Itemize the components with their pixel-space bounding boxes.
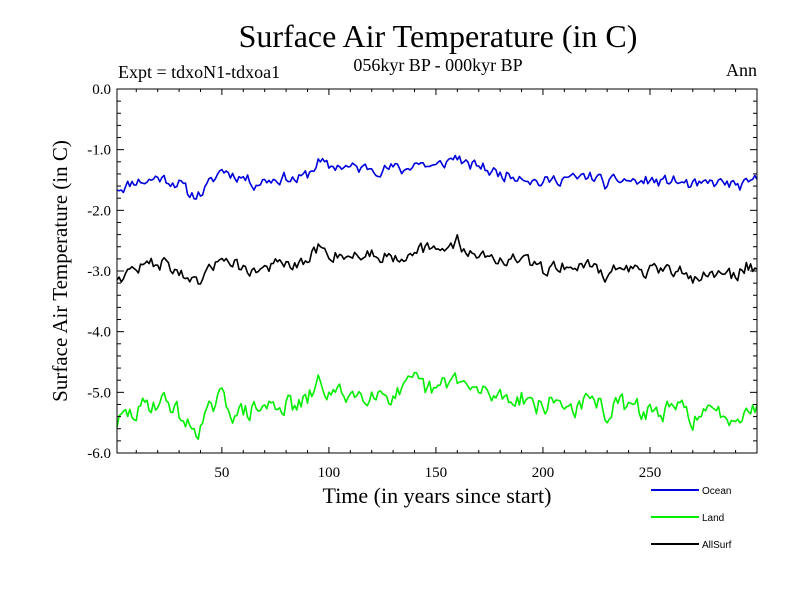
x-axis-label: Time (in years since start) — [323, 483, 552, 508]
axis-ticks: 50 100 150 200 250 0.0 -1.0 -2.0 -3.0 -4.0 -5.0 -6.… — [87, 82, 758, 481]
series-line-land — [116, 371, 758, 440]
series-layer — [116, 154, 758, 440]
legend-label-ocean: Ocean — [702, 486, 731, 497]
y-tick-label: -1.0 — [87, 143, 111, 159]
x-tick-label: 250 — [639, 465, 662, 481]
y-tick-label: -3.0 — [87, 264, 111, 280]
legend-label-allsurf: AllSurf — [702, 540, 732, 551]
chart-subtitle: 056kyr BP - 000kyr BP — [353, 55, 522, 75]
y-tick-label: -2.0 — [87, 203, 111, 219]
y-axis-label: Surface Air Temperature (in C) — [48, 140, 72, 402]
x-tick-label: 100 — [318, 465, 341, 481]
legend-label-land: Land — [702, 513, 724, 524]
series-line-ocean — [116, 154, 758, 200]
legend: Ocean Land AllSurf — [651, 486, 732, 551]
y-tick-label: -5.0 — [87, 385, 111, 401]
x-tick-label: 50 — [214, 465, 229, 481]
plot-frame — [116, 88, 758, 454]
x-tick-label: 200 — [532, 465, 555, 481]
period-label: Ann — [726, 60, 757, 80]
chart-title: Surface Air Temperature (in C) — [239, 18, 638, 54]
y-tick-label: 0.0 — [92, 82, 111, 98]
y-tick-label: -4.0 — [87, 325, 111, 341]
x-tick-label: 150 — [425, 465, 448, 481]
experiment-label: Expt = tdxoN1-tdxoa1 — [118, 62, 280, 82]
y-tick-label: -6.0 — [87, 446, 111, 462]
series-line-allsurf — [116, 234, 758, 285]
